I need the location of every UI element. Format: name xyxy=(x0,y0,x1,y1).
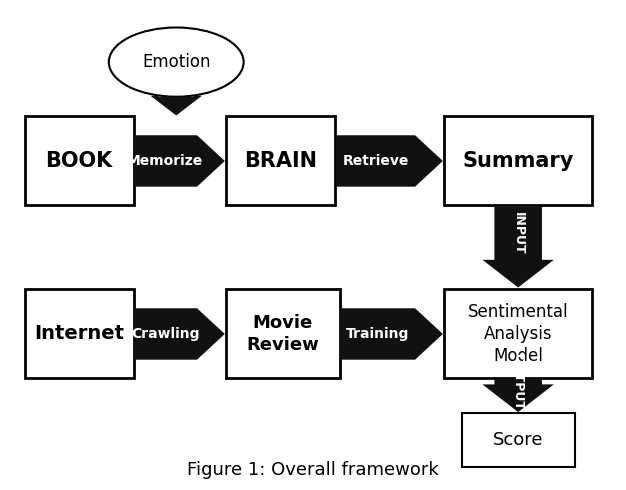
FancyBboxPatch shape xyxy=(444,290,592,378)
Polygon shape xyxy=(133,135,225,187)
Text: Memorize: Memorize xyxy=(127,154,203,168)
Ellipse shape xyxy=(109,27,244,97)
Polygon shape xyxy=(133,308,225,360)
FancyBboxPatch shape xyxy=(24,117,133,205)
Text: BOOK: BOOK xyxy=(46,151,113,171)
Text: Score: Score xyxy=(493,431,543,449)
FancyBboxPatch shape xyxy=(444,117,592,205)
Text: Internet: Internet xyxy=(34,324,124,343)
Text: Sentimental
Analysis
Model: Sentimental Analysis Model xyxy=(468,303,568,365)
Text: Movie
Review: Movie Review xyxy=(247,314,319,354)
Polygon shape xyxy=(150,96,202,116)
Text: Emotion: Emotion xyxy=(142,53,210,71)
Polygon shape xyxy=(483,206,554,288)
FancyBboxPatch shape xyxy=(24,290,133,378)
Text: Figure 1: Overall framework: Figure 1: Overall framework xyxy=(187,461,439,479)
Text: Retrieve: Retrieve xyxy=(342,154,409,168)
Text: INPUT: INPUT xyxy=(511,212,525,254)
Polygon shape xyxy=(340,308,443,360)
Text: Summary: Summary xyxy=(463,151,574,171)
Text: OUTPUT: OUTPUT xyxy=(511,353,525,411)
Text: Crawling: Crawling xyxy=(131,327,200,341)
Text: Training: Training xyxy=(346,327,409,341)
Text: BRAIN: BRAIN xyxy=(244,151,317,171)
FancyBboxPatch shape xyxy=(226,117,335,205)
Polygon shape xyxy=(483,379,554,412)
FancyBboxPatch shape xyxy=(461,413,575,467)
Polygon shape xyxy=(336,135,443,187)
FancyBboxPatch shape xyxy=(226,290,340,378)
